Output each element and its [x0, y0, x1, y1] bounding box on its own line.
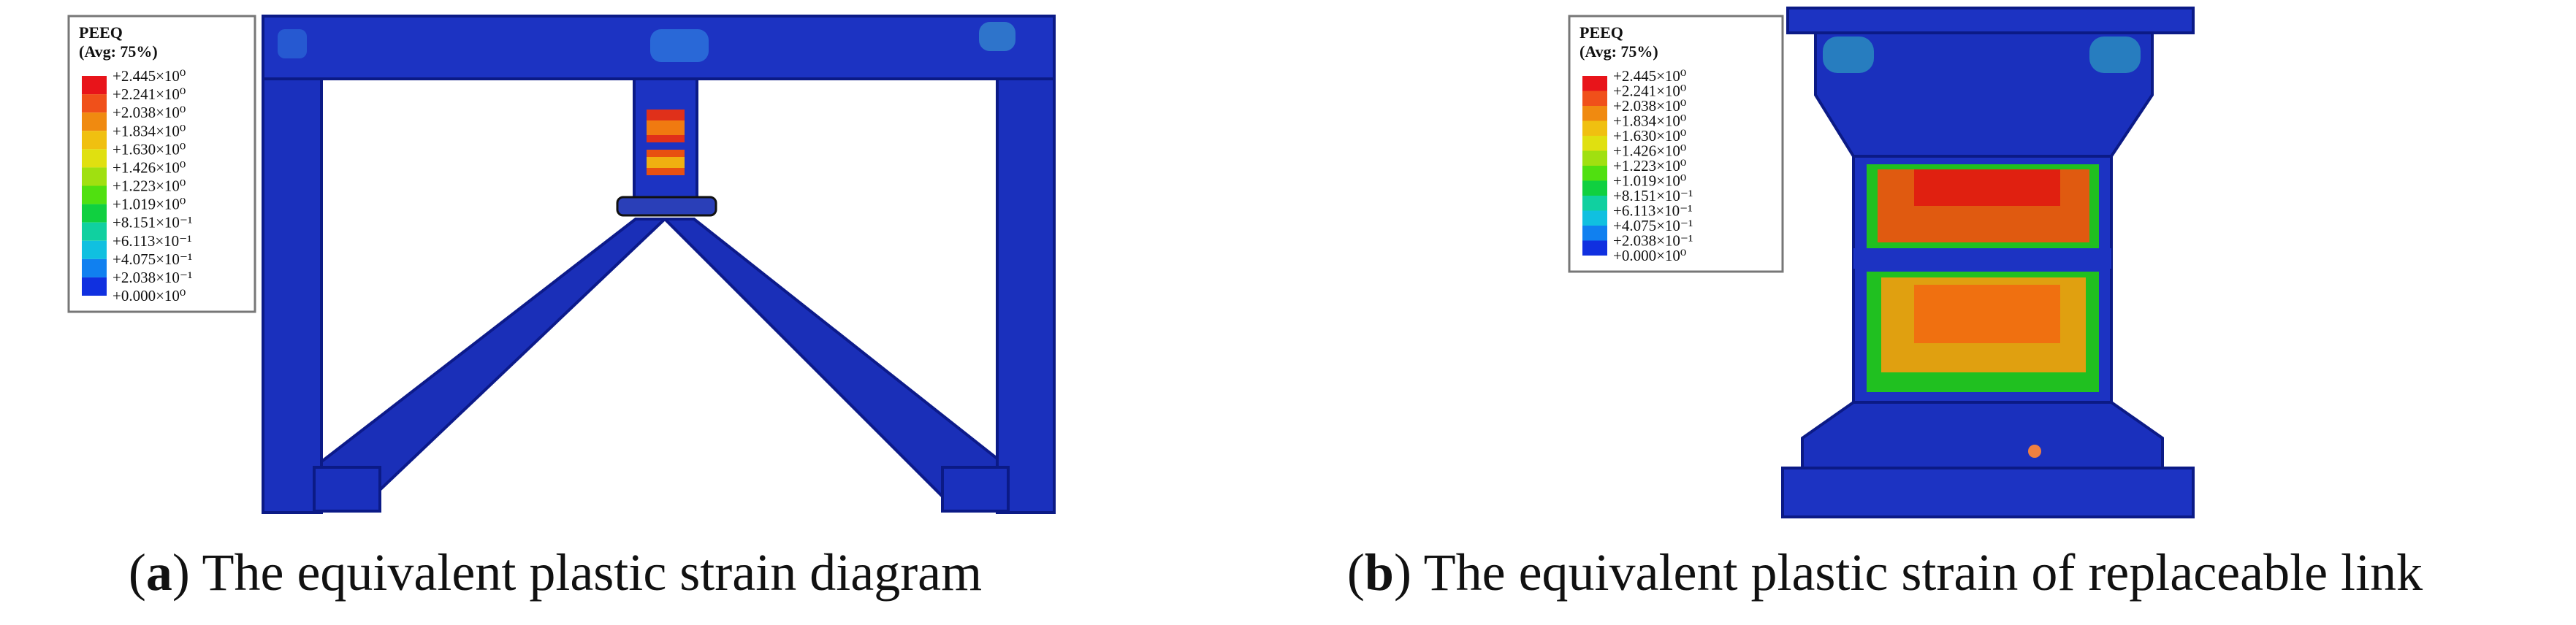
legend-swatch: [82, 149, 107, 168]
legend-swatch: [1582, 166, 1607, 181]
caption-letter: a: [146, 543, 172, 602]
legend-swatch: [1582, 226, 1607, 241]
caption-open: (: [129, 543, 146, 602]
legend: PEEQ(Avg: 75%)+2.445×10⁰+2.241×10⁰+2.038…: [1568, 15, 1784, 273]
legend-label: +6.113×10⁻¹: [1613, 202, 1693, 220]
caption-text: ) The equivalent plastic strain diagram: [172, 543, 982, 602]
legend-label: +1.223×10⁰: [113, 177, 186, 195]
legend-label: +2.038×10⁻¹: [1613, 232, 1693, 250]
legend-label: +1.834×10⁰: [113, 122, 186, 139]
legend-swatch: [82, 76, 107, 95]
legend-swatch: [1582, 76, 1607, 91]
legend-label: +0.000×10⁰: [113, 287, 186, 304]
legend-swatch: [82, 131, 107, 150]
legend-label: +1.019×10⁰: [113, 196, 186, 213]
legend-swatch: [1582, 180, 1607, 196]
legend-swatch: [82, 204, 107, 223]
legend-swatch: [1582, 240, 1607, 256]
legend-label: +2.038×10⁻¹: [113, 269, 192, 286]
caption-text: ) The equivalent plastic strain of repla…: [1394, 543, 2423, 602]
legend-swatch: [82, 240, 107, 259]
legend-label: +1.019×10⁰: [1613, 172, 1686, 190]
legend-label: +1.426×10⁰: [1613, 142, 1686, 160]
legend-label: +2.038×10⁰: [1613, 97, 1686, 115]
legend-label: +1.630×10⁰: [113, 140, 186, 158]
legend-title: PEEQ: [79, 23, 123, 42]
legend-label: +1.426×10⁰: [113, 158, 186, 176]
legend-swatch: [82, 167, 107, 186]
caption-open: (: [1347, 543, 1365, 602]
legend-label: +8.151×10⁻¹: [113, 214, 192, 231]
legend-swatch: [82, 112, 107, 131]
frame-model: [262, 15, 1056, 514]
legend-swatch: [1582, 210, 1607, 226]
legend-swatch: [1582, 196, 1607, 211]
caption: (b) The equivalent plastic strain of rep…: [1347, 543, 2423, 602]
legend-label: +6.113×10⁻¹: [113, 232, 192, 250]
legend-swatch: [1582, 91, 1607, 106]
legend-swatch: [82, 277, 107, 296]
legend-swatch: [1582, 136, 1607, 151]
legend-swatch: [82, 258, 107, 277]
caption: (a) The equivalent plastic strain diagra…: [129, 543, 982, 602]
legend-swatch: [82, 94, 107, 113]
legend-swatch: [82, 185, 107, 204]
legend-swatch: [1582, 106, 1607, 121]
caption-letter: b: [1365, 543, 1394, 602]
legend-label: +2.241×10⁰: [1613, 83, 1686, 100]
legend-label: +2.038×10⁰: [113, 104, 186, 121]
legend-subtitle: (Avg: 75%): [1579, 42, 1658, 61]
legend-swatch: [1582, 120, 1607, 136]
legend-label: +2.445×10⁰: [113, 67, 186, 85]
legend-label: +1.834×10⁰: [1613, 112, 1686, 130]
legend-label: +0.000×10⁰: [1613, 247, 1686, 264]
legend: PEEQ(Avg: 75%)+2.445×10⁰+2.241×10⁰+2.038…: [67, 15, 256, 313]
legend-label: +4.075×10⁻¹: [1613, 217, 1693, 234]
legend-swatch: [82, 222, 107, 241]
legend-title: PEEQ: [1579, 23, 1623, 42]
legend-label: +2.445×10⁰: [1613, 67, 1686, 85]
legend-label: +2.241×10⁰: [113, 85, 186, 103]
legend-label: +1.223×10⁰: [1613, 157, 1686, 175]
legend-subtitle: (Avg: 75%): [79, 42, 158, 61]
legend-label: +1.630×10⁰: [1613, 127, 1686, 145]
link-model: [1781, 7, 2195, 518]
legend-swatch: [1582, 150, 1607, 166]
legend-label: +4.075×10⁻¹: [113, 250, 192, 268]
legend-label: +8.151×10⁻¹: [1613, 187, 1693, 204]
